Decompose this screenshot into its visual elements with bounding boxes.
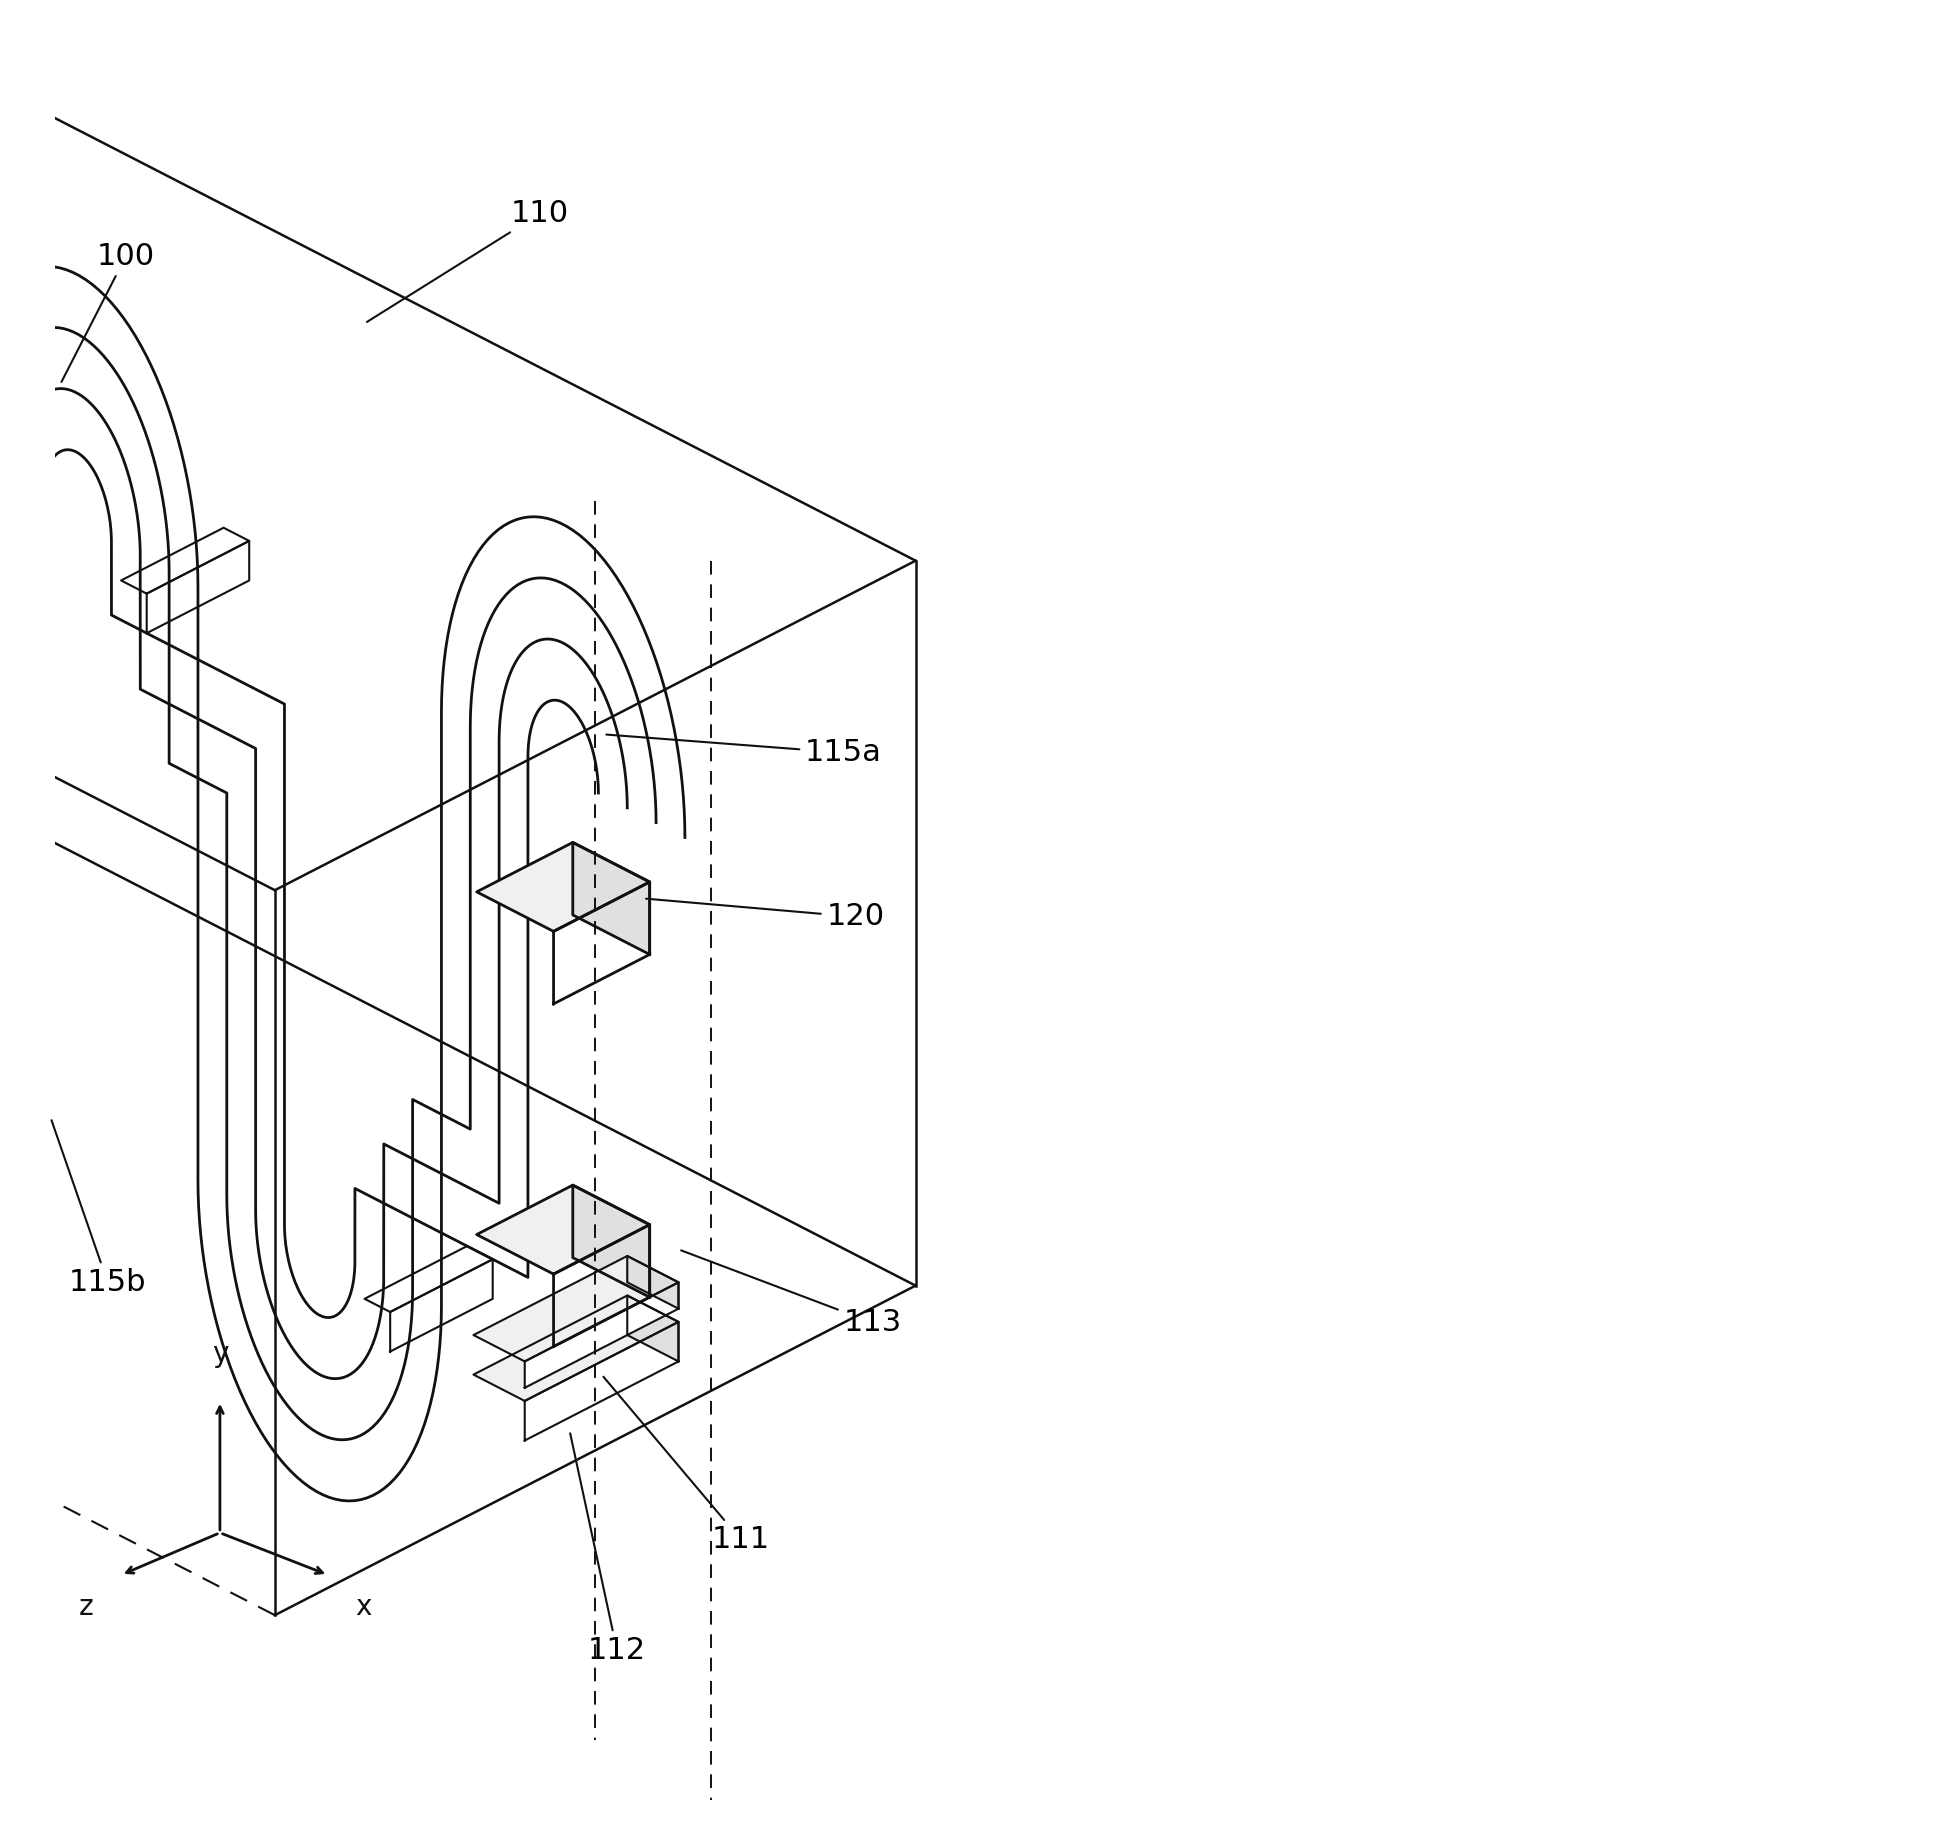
Polygon shape xyxy=(474,1295,679,1401)
Text: y: y xyxy=(212,1341,229,1368)
Polygon shape xyxy=(627,1256,679,1309)
Polygon shape xyxy=(524,1282,679,1388)
Polygon shape xyxy=(477,842,650,931)
Text: 100: 100 xyxy=(62,241,155,383)
Polygon shape xyxy=(474,1256,679,1361)
Text: 111: 111 xyxy=(604,1377,769,1554)
Polygon shape xyxy=(553,1225,650,1346)
Text: 112: 112 xyxy=(571,1433,646,1664)
Text: 115a: 115a xyxy=(606,734,881,767)
Text: z: z xyxy=(80,1593,93,1622)
Text: 115b: 115b xyxy=(52,1120,146,1296)
Text: 110: 110 xyxy=(367,199,569,322)
Polygon shape xyxy=(573,1184,650,1296)
Polygon shape xyxy=(627,1295,679,1361)
Text: 113: 113 xyxy=(681,1251,901,1337)
Polygon shape xyxy=(524,1322,679,1440)
Polygon shape xyxy=(477,1184,650,1274)
Text: x: x xyxy=(355,1593,373,1622)
Polygon shape xyxy=(573,842,650,954)
Text: 120: 120 xyxy=(646,899,885,931)
Polygon shape xyxy=(553,883,650,1004)
